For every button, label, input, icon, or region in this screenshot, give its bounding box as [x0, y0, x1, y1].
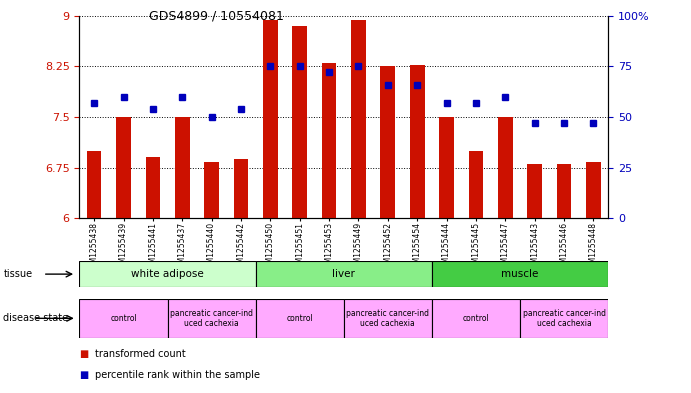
Text: pancreatic cancer-ind
uced cachexia: pancreatic cancer-ind uced cachexia: [170, 309, 253, 328]
Bar: [527, 164, 542, 218]
Text: ■: ■: [79, 349, 88, 359]
Text: control: control: [286, 314, 313, 323]
Bar: [381, 66, 395, 218]
Text: white adipose: white adipose: [131, 269, 204, 279]
Text: control: control: [110, 314, 137, 323]
Text: pancreatic cancer-ind
uced cachexia: pancreatic cancer-ind uced cachexia: [346, 309, 429, 328]
Text: muscle: muscle: [501, 269, 539, 279]
Bar: [498, 117, 513, 218]
Bar: [205, 162, 219, 218]
Bar: [351, 20, 366, 218]
Bar: [586, 162, 600, 218]
Bar: [468, 151, 483, 218]
Bar: [263, 20, 278, 218]
Bar: [79, 261, 256, 287]
Text: GDS4899 / 10554081: GDS4899 / 10554081: [149, 10, 283, 23]
Bar: [432, 299, 520, 338]
Bar: [557, 164, 571, 218]
Text: transformed count: transformed count: [95, 349, 185, 359]
Bar: [520, 299, 608, 338]
Bar: [79, 299, 167, 338]
Bar: [146, 157, 160, 218]
Bar: [432, 261, 608, 287]
Bar: [256, 299, 344, 338]
Bar: [234, 160, 248, 218]
Text: liver: liver: [332, 269, 355, 279]
Bar: [87, 151, 102, 218]
Text: percentile rank within the sample: percentile rank within the sample: [95, 370, 260, 380]
Text: tissue: tissue: [3, 269, 32, 279]
Bar: [292, 26, 307, 218]
Bar: [439, 117, 454, 218]
Bar: [322, 63, 337, 218]
Text: ■: ■: [79, 370, 88, 380]
Text: control: control: [462, 314, 489, 323]
Bar: [175, 117, 189, 218]
Text: disease state: disease state: [3, 313, 68, 323]
Bar: [410, 65, 424, 218]
Bar: [116, 117, 131, 218]
Bar: [344, 299, 432, 338]
Text: pancreatic cancer-ind
uced cachexia: pancreatic cancer-ind uced cachexia: [522, 309, 605, 328]
Bar: [256, 261, 432, 287]
Bar: [167, 299, 256, 338]
